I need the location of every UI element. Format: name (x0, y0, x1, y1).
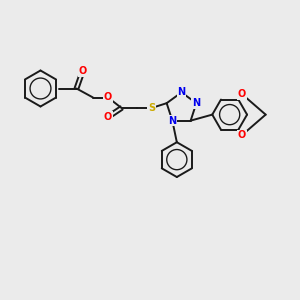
Text: S: S (148, 103, 155, 113)
Text: O: O (104, 92, 112, 103)
Text: N: N (192, 98, 200, 108)
Text: O: O (104, 112, 112, 122)
Text: O: O (78, 66, 87, 76)
Text: O: O (238, 89, 246, 99)
Text: N: N (168, 116, 176, 126)
Text: O: O (238, 130, 246, 140)
Text: N: N (177, 87, 186, 98)
